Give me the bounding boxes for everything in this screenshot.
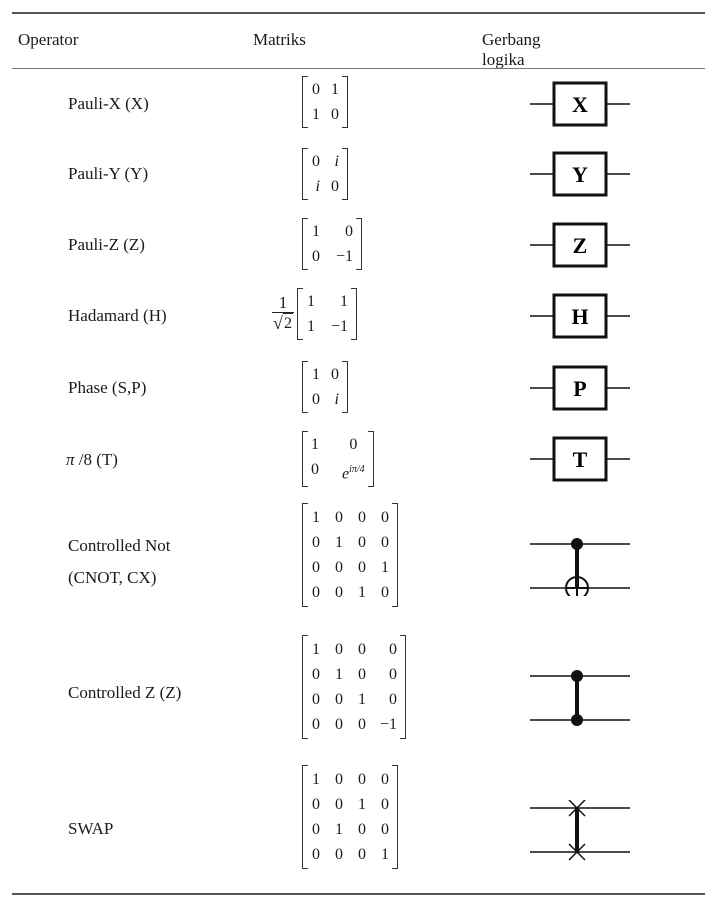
operator-label: Hadamard (H)	[68, 306, 167, 325]
controlled-z-icon	[530, 668, 630, 730]
operator-label: Controlled Not (CNOT, CX)	[68, 536, 171, 587]
svg-text:Z: Z	[573, 233, 588, 258]
operator-label: Pauli-Y (Y)	[68, 164, 149, 183]
operator-label: Controlled Z (Z)	[68, 683, 182, 702]
matrix-exponential-entry: eiπ/4	[342, 464, 365, 483]
svg-text:H: H	[571, 304, 588, 329]
operator-label: SWAP	[68, 819, 114, 838]
t-gate-icon: T	[530, 434, 630, 484]
header-matrix: Matriks	[253, 30, 306, 49]
pauli-y-gate-icon: Y	[530, 149, 630, 199]
phase-gate-icon: P	[530, 363, 630, 413]
hadamard-gate-icon: H	[530, 291, 630, 341]
svg-text:Y: Y	[572, 162, 588, 187]
operator-label: Phase (S,P)	[68, 378, 147, 397]
swap-icon	[530, 800, 630, 862]
svg-text:P: P	[573, 376, 586, 401]
header-gate: Gerbang logika	[482, 30, 541, 69]
svg-text:X: X	[572, 92, 588, 117]
operator-label: π /8 (T)	[66, 450, 118, 469]
svg-text:T: T	[573, 447, 588, 472]
operator-label: Pauli-X (X)	[68, 94, 149, 113]
hadamard-prefactor: 1 √ 2	[272, 294, 294, 334]
table-header-rule	[12, 68, 705, 69]
pauli-z-gate-icon: Z	[530, 220, 630, 270]
table-bottom-rule	[12, 893, 705, 895]
header-operator: Operator	[18, 30, 79, 49]
pauli-x-gate-icon: X	[530, 79, 630, 129]
operator-label: Pauli-Z (Z)	[68, 235, 145, 254]
cnot-icon	[530, 534, 630, 596]
table-top-rule	[12, 12, 705, 14]
